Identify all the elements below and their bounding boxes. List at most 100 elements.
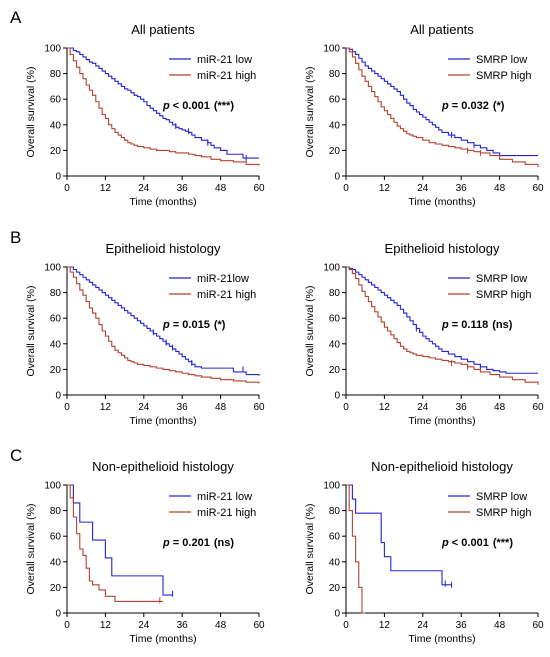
y-axis-label: Overall survival (%) bbox=[25, 66, 37, 157]
chart-title: All patients bbox=[131, 22, 195, 37]
y-tick-label: 40 bbox=[329, 120, 341, 131]
p-operator: < bbox=[449, 537, 462, 549]
y-tick-label: 20 bbox=[50, 583, 62, 594]
chart-title: All patients bbox=[410, 22, 474, 37]
panel-letter: C bbox=[10, 446, 22, 465]
y-tick-label: 40 bbox=[329, 339, 341, 350]
p-value: 0.118 bbox=[461, 319, 488, 331]
significance-stars: (*) bbox=[214, 319, 226, 331]
x-tick-label: 0 bbox=[343, 402, 349, 413]
panel-letter: A bbox=[10, 8, 22, 27]
x-tick-label: 48 bbox=[494, 183, 506, 194]
y-tick-label: 40 bbox=[329, 557, 341, 568]
x-tick-label: 24 bbox=[138, 402, 150, 413]
survival-chart: Non-epithelioid histology 0 20 40 60 80 100 0 12… bbox=[25, 459, 265, 645]
significance-stars: (ns) bbox=[492, 319, 513, 331]
p-operator: = bbox=[449, 100, 462, 112]
p-operator: < bbox=[170, 100, 183, 112]
x-tick-label: 24 bbox=[417, 183, 429, 194]
y-tick-label: 80 bbox=[50, 288, 62, 299]
series-line-low bbox=[346, 47, 538, 157]
y-tick-label: 80 bbox=[50, 69, 62, 80]
x-tick-label: 0 bbox=[343, 620, 349, 631]
chart-title: Epithelioid histology bbox=[106, 241, 221, 256]
x-tick-label: 24 bbox=[138, 620, 150, 631]
legend-label: SMRP high bbox=[476, 289, 531, 301]
series-line-low bbox=[67, 266, 260, 376]
p-value-annotation: p = 0.201 (ns) bbox=[162, 537, 234, 549]
y-tick-label: 60 bbox=[50, 95, 62, 106]
y-tick-label: 60 bbox=[329, 314, 341, 325]
legend-label: miR-21 low bbox=[197, 54, 252, 66]
significance-stars: (***) bbox=[214, 100, 235, 112]
y-tick-label: 60 bbox=[50, 532, 62, 543]
x-tick-label: 60 bbox=[253, 402, 265, 413]
survival-chart: All patients 0 20 40 60 80 100 0 12 24 36 48 60 Time … bbox=[25, 22, 265, 208]
y-tick-label: 80 bbox=[329, 69, 341, 80]
p-symbol: p bbox=[441, 319, 449, 331]
significance-stars: (*) bbox=[493, 100, 505, 112]
y-tick-label: 80 bbox=[329, 506, 341, 517]
p-symbol: p bbox=[162, 319, 170, 331]
p-value-annotation: p = 0.032 (*) bbox=[441, 100, 505, 112]
x-tick-label: 60 bbox=[253, 183, 265, 194]
y-axis-label: Overall survival (%) bbox=[304, 66, 316, 157]
p-value-annotation: p = 0.015 (*) bbox=[162, 319, 226, 331]
p-operator: = bbox=[170, 319, 183, 331]
y-tick-label: 80 bbox=[50, 506, 62, 517]
y-tick-label: 0 bbox=[334, 172, 340, 183]
x-tick-label: 60 bbox=[532, 402, 544, 413]
p-value: 0.001 bbox=[461, 537, 489, 549]
x-tick-label: 48 bbox=[215, 620, 227, 631]
survival-chart: Epithelioid histology 0 20 40 60 80 100 0 12 24 36… bbox=[25, 241, 265, 427]
y-tick-label: 100 bbox=[323, 263, 340, 274]
significance-stars: (ns) bbox=[214, 537, 235, 549]
y-axis-label: Overall survival (%) bbox=[304, 285, 316, 376]
y-tick-label: 40 bbox=[50, 339, 62, 350]
y-tick-label: 0 bbox=[334, 391, 340, 402]
y-axis-label: Overall survival (%) bbox=[25, 503, 37, 594]
x-tick-label: 48 bbox=[494, 402, 506, 413]
x-axis-label: Time (months) bbox=[408, 415, 475, 427]
panel-letter: B bbox=[10, 228, 21, 247]
legend-label: miR-21low bbox=[197, 273, 249, 285]
survival-chart: Epithelioid histology 0 20 40 60 80 100 0 12 24 36… bbox=[304, 241, 544, 427]
x-tick-label: 36 bbox=[456, 620, 468, 631]
chart-title: Epithelioid histology bbox=[385, 241, 500, 256]
p-symbol: p bbox=[441, 537, 449, 549]
legend-label: SMRP high bbox=[476, 507, 531, 519]
series-line-high bbox=[67, 266, 260, 384]
x-tick-label: 0 bbox=[64, 402, 70, 413]
y-tick-label: 60 bbox=[329, 532, 341, 543]
y-tick-label: 100 bbox=[323, 44, 340, 55]
y-tick-label: 100 bbox=[323, 481, 340, 492]
x-tick-label: 0 bbox=[64, 620, 70, 631]
y-tick-label: 20 bbox=[50, 146, 62, 157]
legend-label: SMRP high bbox=[476, 70, 531, 82]
survival-chart: Non-epithelioid histology 0 20 40 60 80 100 0 12… bbox=[304, 459, 544, 645]
y-tick-label: 20 bbox=[50, 365, 62, 376]
x-tick-label: 24 bbox=[417, 620, 429, 631]
p-value: 0.201 bbox=[182, 537, 210, 549]
p-symbol: p bbox=[162, 537, 170, 549]
y-tick-label: 0 bbox=[55, 609, 61, 620]
legend-label: miR-21 low bbox=[197, 491, 252, 503]
y-tick-label: 20 bbox=[329, 365, 341, 376]
series-line-high bbox=[67, 484, 163, 603]
legend-label: SMRP low bbox=[476, 54, 527, 66]
x-axis-label: Time (months) bbox=[129, 415, 196, 427]
x-tick-label: 12 bbox=[100, 402, 112, 413]
x-tick-label: 48 bbox=[215, 402, 227, 413]
p-operator: = bbox=[170, 537, 183, 549]
x-tick-label: 12 bbox=[100, 620, 112, 631]
x-tick-label: 36 bbox=[456, 402, 468, 413]
x-axis-label: Time (months) bbox=[129, 633, 196, 645]
p-value: 0.015 bbox=[182, 319, 210, 331]
legend-label: SMRP low bbox=[476, 273, 527, 285]
y-tick-label: 100 bbox=[44, 481, 61, 492]
x-tick-label: 36 bbox=[177, 402, 189, 413]
p-value-annotation: p < 0.001 (***) bbox=[162, 100, 234, 112]
series-line-high bbox=[346, 47, 539, 168]
x-tick-label: 12 bbox=[100, 183, 112, 194]
series-line-low bbox=[67, 484, 173, 596]
